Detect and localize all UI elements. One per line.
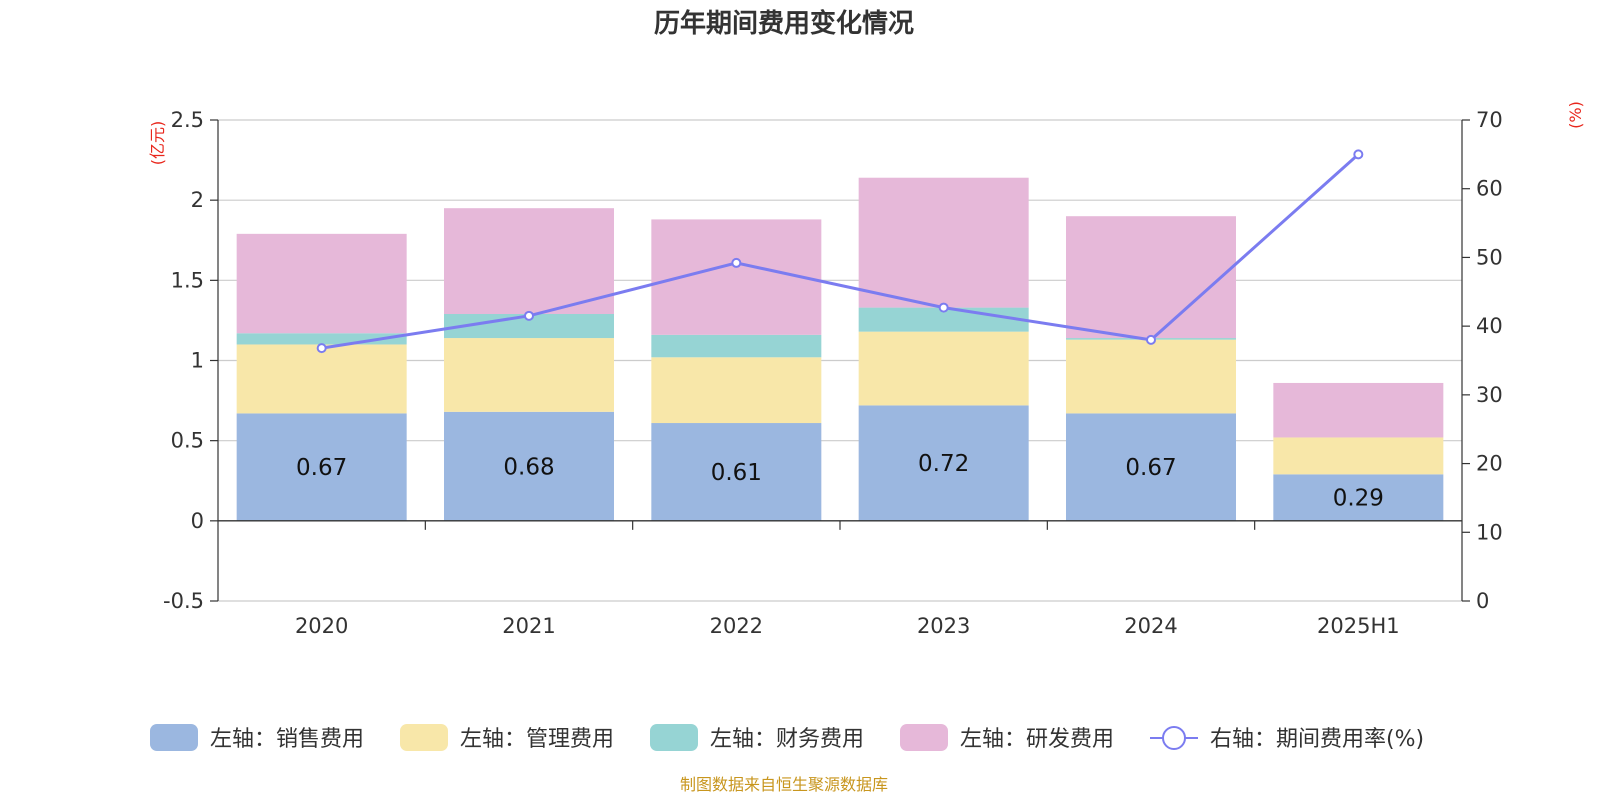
bar-segment bbox=[858, 331, 1029, 406]
bar-segment bbox=[1273, 382, 1444, 438]
left-axis-tick-label: 2 bbox=[191, 188, 204, 212]
data-label: 0.67 bbox=[1125, 455, 1176, 481]
data-label: 0.61 bbox=[711, 460, 762, 486]
right-axis-tick-label: 30 bbox=[1476, 383, 1503, 407]
bar-segment bbox=[1273, 474, 1444, 521]
left-axis-tick-label: 0.5 bbox=[171, 429, 204, 453]
right-axis-unit: (%) bbox=[1566, 101, 1585, 129]
legend-label: 左轴：管理费用 bbox=[460, 727, 614, 752]
legend-label: 左轴：财务费用 bbox=[710, 727, 864, 752]
category-label: 2025H1 bbox=[1317, 614, 1400, 638]
legend-label: 右轴：期间费用率(%) bbox=[1210, 727, 1424, 752]
rate-line-path bbox=[321, 153, 1360, 350]
rate-point bbox=[938, 302, 949, 313]
left-axis-unit: (亿元) bbox=[148, 121, 167, 166]
rate-point bbox=[731, 257, 742, 268]
rate-point bbox=[1146, 334, 1156, 345]
right-axis-tick-label: 60 bbox=[1476, 177, 1503, 201]
legend-label: 左轴：研发费用 bbox=[960, 727, 1114, 752]
rate-point bbox=[524, 310, 534, 321]
data-label: 0.68 bbox=[503, 454, 554, 480]
bar-segment bbox=[1066, 413, 1236, 521]
bar-segment bbox=[444, 208, 614, 315]
bar-segment bbox=[858, 405, 1029, 521]
legend-label: 左轴：销售费用 bbox=[210, 727, 364, 752]
rate-point bbox=[316, 343, 327, 354]
bar-segment bbox=[1273, 437, 1444, 475]
bar-stacks: 0.67 0.68 0.61 0.72 0.67 0.29 bbox=[236, 177, 1444, 521]
rate-point bbox=[1353, 149, 1364, 160]
gridlines bbox=[218, 119, 1462, 602]
legend-swatch bbox=[150, 724, 198, 751]
legend-swatch bbox=[400, 724, 448, 751]
bar-segment bbox=[236, 413, 407, 521]
bar-segment bbox=[236, 233, 407, 334]
data-label: 0.67 bbox=[296, 455, 347, 481]
source-note: 制图数据来自恒生聚源数据库 bbox=[680, 775, 888, 794]
category-label: 2022 bbox=[710, 614, 763, 638]
right-axis-tick-label: 40 bbox=[1476, 314, 1503, 338]
bar-segment bbox=[236, 344, 407, 414]
legend-swatch bbox=[900, 724, 948, 751]
right-axis-tick-label: 10 bbox=[1476, 520, 1503, 544]
right-axis-tick-label: 50 bbox=[1476, 245, 1503, 269]
right-axis-tick-label: 20 bbox=[1476, 452, 1503, 476]
bar-segment bbox=[1066, 216, 1236, 339]
bar-segment bbox=[236, 333, 407, 345]
right-axis-tick-label: 70 bbox=[1476, 108, 1503, 132]
bar-segment bbox=[1066, 339, 1236, 414]
category-label: 2023 bbox=[917, 614, 970, 638]
bar-segment bbox=[858, 177, 1029, 308]
left-axis-tick-label: 2.5 bbox=[171, 108, 204, 132]
bar-segment bbox=[651, 334, 822, 358]
data-label: 0.29 bbox=[1333, 486, 1384, 512]
axes: 2.5 2 1.5 1 0.5 0 -0.5 70 60 50 40 30 20 10 0 2020 2021 2… bbox=[163, 108, 1503, 638]
category-label: 2021 bbox=[502, 614, 555, 638]
legend-swatch bbox=[650, 724, 698, 751]
left-axis-tick-label: 1.5 bbox=[171, 268, 204, 292]
bar-segment bbox=[444, 411, 614, 521]
bar-segment bbox=[651, 423, 822, 521]
legend: 左轴：销售费用 左轴：管理费用 左轴：财务费用 左轴：研发费用 右轴：期间费用率(%) bbox=[150, 724, 1424, 752]
left-axis-tick-label: -0.5 bbox=[163, 589, 204, 613]
left-axis-tick-label: 1 bbox=[191, 349, 204, 373]
category-label: 2024 bbox=[1124, 614, 1177, 638]
data-label: 0.72 bbox=[918, 451, 969, 477]
chart-title: 历年期间费用变化情况 bbox=[654, 8, 914, 39]
left-axis-tick-label: 0 bbox=[191, 509, 204, 533]
category-label: 2020 bbox=[295, 614, 348, 638]
right-axis-tick-label: 0 bbox=[1476, 589, 1489, 613]
bar-segment bbox=[651, 357, 822, 424]
rate-line bbox=[316, 149, 1364, 354]
legend-circle-marker bbox=[1162, 726, 1186, 750]
bar-segment bbox=[444, 338, 614, 412]
